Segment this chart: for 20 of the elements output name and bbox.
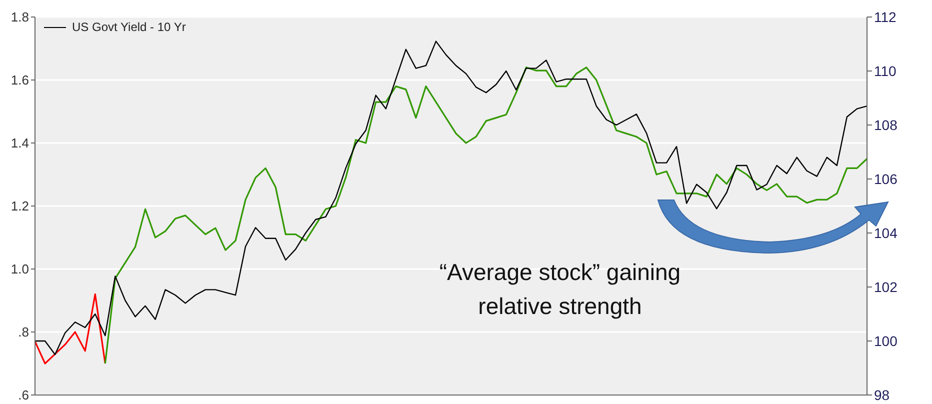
line-series: [34, 293, 106, 364]
legend-label: US Govt Yield - 10 Yr: [72, 20, 186, 34]
y-tick-label: 1.6: [10, 72, 29, 88]
y-tick-label: 1.4: [10, 136, 29, 151]
y2-tick-label: 110: [874, 62, 897, 79]
y-tick-label: .6: [18, 388, 29, 403]
y2-tick-label: 100: [874, 332, 898, 349]
y2-tick-label: 98: [874, 386, 890, 403]
y-tick-label: 1.2: [10, 198, 29, 214]
y2-tick-label: 102: [874, 278, 898, 295]
line-series: [34, 40, 868, 356]
annotation: “Average stock” gaining relative strength: [438, 258, 682, 321]
y2-tick-label: 104: [874, 224, 898, 241]
y2-tick-label: 108: [874, 116, 898, 133]
y-tick-label: 1.0: [10, 262, 29, 277]
y-tick-label: .8: [18, 324, 29, 340]
y2-tick-label: 112: [874, 8, 897, 25]
y-tick-label: 1.8: [10, 10, 29, 25]
y2-tick-label: 106: [874, 170, 898, 187]
line-series: [104, 66, 868, 364]
